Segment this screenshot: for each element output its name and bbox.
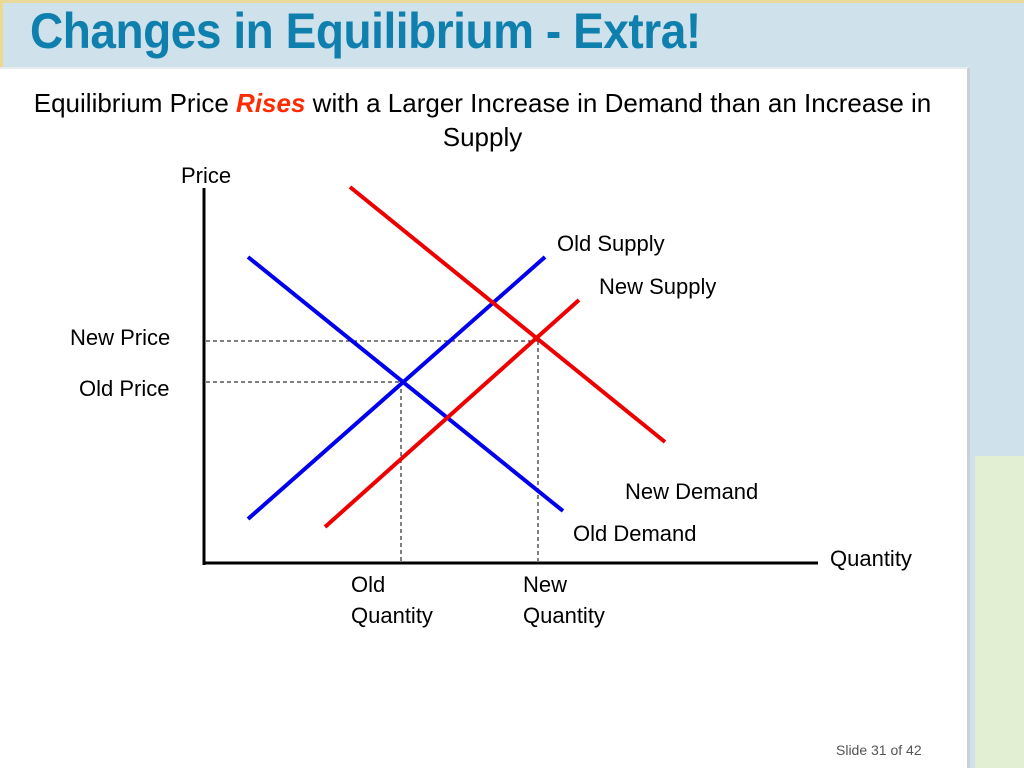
new-quantity-label: New Quantity <box>523 572 605 628</box>
x-axis-label: Quantity <box>830 546 912 571</box>
new-supply-label: New Supply <box>599 274 717 299</box>
slide-title: Changes in Equilibrium - Extra! <box>30 3 701 59</box>
subtitle-text-after: with a Larger Increase in Demand than an… <box>305 88 932 152</box>
old-demand-curve <box>246 255 565 513</box>
old-price-label: Old Price <box>79 376 170 401</box>
decorative-green-panel <box>975 456 1024 768</box>
chart-subtitle: Equilibrium Price Rises with a Larger In… <box>30 86 935 154</box>
old-quantity-label: Old Quantity <box>351 572 433 628</box>
old-supply-curve <box>246 255 547 521</box>
subtitle-text-before: Equilibrium Price <box>33 88 237 118</box>
old-demand-label: Old Demand <box>573 521 697 546</box>
new-demand-label: New Demand <box>625 479 759 504</box>
top-border-strip <box>0 0 1024 3</box>
old-supply-label: Old Supply <box>557 231 665 256</box>
subtitle-emphasis: Rises <box>236 88 306 118</box>
slide-number: Slide 31 of 42 <box>836 742 922 758</box>
new-price-label: New Price <box>70 325 171 350</box>
content-panel <box>0 67 970 768</box>
y-axis-label: Price <box>181 163 232 188</box>
new-demand-curve <box>348 185 667 444</box>
